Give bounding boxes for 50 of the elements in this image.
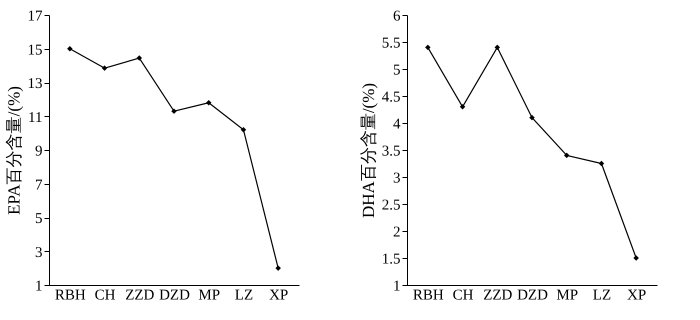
- y-tick-label: 2: [393, 224, 400, 240]
- point: [425, 44, 431, 50]
- x-tick-label: LZ: [592, 288, 612, 304]
- y-tick-label: 5: [393, 62, 400, 78]
- x-tick-label: DZD: [517, 288, 548, 304]
- point: [206, 100, 212, 106]
- x-tick-label: CH: [94, 288, 116, 304]
- point: [598, 160, 604, 166]
- y-tick-label: 4: [393, 116, 401, 132]
- x-tick-label: LZ: [234, 288, 254, 304]
- point: [633, 255, 639, 261]
- y-tick-label: 4.5: [382, 90, 400, 106]
- y-tick-label: 15: [28, 42, 42, 58]
- x-tick-label: DZD: [159, 288, 190, 304]
- point: [102, 65, 108, 71]
- point: [67, 46, 73, 52]
- x-tick-label: XP: [627, 288, 646, 304]
- y-tick-label: 5.5: [382, 36, 400, 52]
- point: [240, 127, 246, 132]
- y-axis-title: EPA百分含量/(%): [4, 86, 24, 215]
- point: [171, 108, 177, 114]
- point: [529, 114, 535, 120]
- y-tick-label: 5: [35, 211, 42, 227]
- y-tick-label: 1: [393, 278, 400, 294]
- y-tick-label: 3: [393, 170, 400, 186]
- x-tick-label: MP: [198, 288, 220, 304]
- y-tick-label: 13: [28, 76, 42, 92]
- x-tick-label: RBH: [54, 288, 86, 304]
- x-tick-label: ZZD: [483, 288, 513, 304]
- y-tick-label: 6: [393, 8, 401, 24]
- y-tick-label: 3: [35, 244, 42, 261]
- y-tick-label: 7: [35, 177, 43, 194]
- point: [275, 265, 281, 271]
- x-tick-label: MP: [556, 288, 578, 304]
- point: [460, 104, 466, 110]
- y-tick-label: 17: [28, 8, 43, 24]
- point: [136, 55, 142, 61]
- x-tick-label: RBH: [412, 288, 444, 304]
- y-tick-label: 11: [28, 110, 42, 126]
- point: [564, 152, 570, 158]
- y-tick-label: 9: [35, 144, 42, 160]
- y-tick-label: 3.5: [382, 144, 400, 160]
- y-tick-label: 1: [35, 278, 42, 294]
- x-tick-label: ZZD: [125, 288, 155, 304]
- y-axis-title: DHA百分含量/(%): [358, 82, 378, 218]
- y-tick-label: 2.5: [382, 198, 400, 214]
- y-tick-label: 1.5: [382, 252, 400, 268]
- x-tick-label: CH: [452, 288, 474, 304]
- x-tick-label: XP: [269, 288, 288, 304]
- point: [494, 44, 500, 50]
